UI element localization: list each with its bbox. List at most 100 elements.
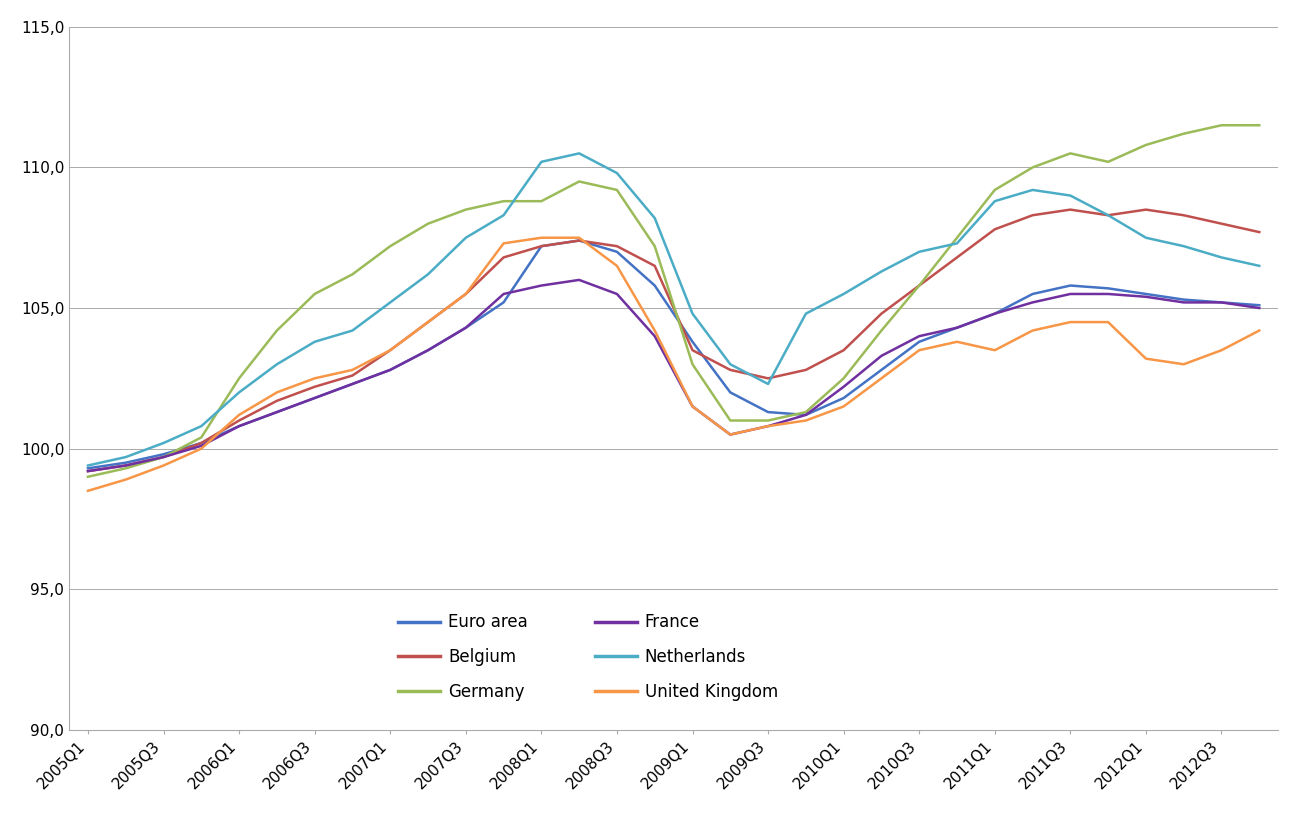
United Kingdom <box>534 233 549 242</box>
United Kingdom <box>874 373 890 383</box>
Netherlands <box>344 326 360 336</box>
United Kingdom <box>231 410 247 420</box>
Germany <box>118 463 134 473</box>
Euro area <box>798 410 813 420</box>
Netherlands <box>1063 191 1078 201</box>
United Kingdom <box>81 486 96 496</box>
Netherlands <box>760 379 776 389</box>
Belgium <box>344 371 360 380</box>
Netherlands <box>496 211 512 220</box>
United Kingdom <box>420 317 435 327</box>
Netherlands <box>609 168 625 178</box>
Belgium <box>722 365 738 375</box>
Germany <box>722 415 738 425</box>
Germany <box>912 280 927 290</box>
United Kingdom <box>1100 317 1116 327</box>
Belgium <box>1100 211 1116 220</box>
Belgium <box>609 241 625 251</box>
Netherlands <box>118 452 134 462</box>
Germany <box>534 196 549 206</box>
Germany <box>156 452 171 462</box>
Line: Germany: Germany <box>88 125 1259 476</box>
Belgium <box>307 382 322 392</box>
Germany <box>1251 120 1267 130</box>
France <box>685 402 700 411</box>
Germany <box>572 176 587 186</box>
Belgium <box>118 461 134 471</box>
United Kingdom <box>1176 359 1191 369</box>
United Kingdom <box>1138 354 1154 363</box>
United Kingdom <box>1213 346 1229 355</box>
Germany <box>1063 149 1078 159</box>
Netherlands <box>269 359 284 369</box>
Netherlands <box>420 269 435 279</box>
Belgium <box>835 346 851 355</box>
United Kingdom <box>912 346 927 355</box>
United Kingdom <box>496 238 512 248</box>
United Kingdom <box>950 337 965 346</box>
Euro area <box>722 388 738 398</box>
Belgium <box>987 224 1003 234</box>
Belgium <box>647 261 662 271</box>
United Kingdom <box>194 444 209 454</box>
Belgium <box>81 467 96 476</box>
Euro area <box>987 309 1003 319</box>
Netherlands <box>1100 211 1116 220</box>
United Kingdom <box>572 233 587 242</box>
Netherlands <box>382 298 397 307</box>
Netherlands <box>534 157 549 167</box>
Belgium <box>572 236 587 246</box>
Euro area <box>344 379 360 389</box>
France <box>760 421 776 431</box>
Euro area <box>950 323 965 333</box>
Euro area <box>459 323 474 333</box>
Netherlands <box>572 149 587 159</box>
France <box>798 410 813 420</box>
Germany <box>987 185 1003 195</box>
Belgium <box>685 346 700 355</box>
Netherlands <box>912 247 927 257</box>
France <box>609 289 625 299</box>
Belgium <box>459 289 474 299</box>
Euro area <box>760 407 776 417</box>
Belgium <box>1251 227 1267 237</box>
Euro area <box>269 407 284 417</box>
France <box>118 461 134 471</box>
Germany <box>1138 140 1154 150</box>
Euro area <box>1100 284 1116 293</box>
Netherlands <box>307 337 322 346</box>
Netherlands <box>987 196 1003 206</box>
Germany <box>950 233 965 242</box>
Germany <box>420 219 435 228</box>
United Kingdom <box>835 402 851 411</box>
Germany <box>269 326 284 336</box>
Euro area <box>1025 289 1040 299</box>
Euro area <box>194 438 209 448</box>
France <box>835 382 851 392</box>
Belgium <box>496 253 512 263</box>
France <box>420 346 435 355</box>
Euro area <box>647 280 662 290</box>
Euro area <box>572 236 587 246</box>
Euro area <box>685 337 700 346</box>
Euro area <box>1176 295 1191 305</box>
Netherlands <box>156 438 171 448</box>
Belgium <box>231 415 247 425</box>
France <box>1100 289 1116 299</box>
Line: Netherlands: Netherlands <box>88 154 1259 466</box>
Belgium <box>382 346 397 355</box>
France <box>534 280 549 290</box>
United Kingdom <box>685 402 700 411</box>
Line: Euro area: Euro area <box>88 241 1259 468</box>
Germany <box>609 185 625 195</box>
Germany <box>459 205 474 215</box>
Euro area <box>1251 300 1267 310</box>
Belgium <box>912 280 927 290</box>
Netherlands <box>874 267 890 276</box>
Belgium <box>760 373 776 383</box>
Line: United Kingdom: United Kingdom <box>88 237 1259 491</box>
France <box>647 331 662 341</box>
Euro area <box>1138 289 1154 299</box>
Euro area <box>382 365 397 375</box>
Euro area <box>118 458 134 467</box>
